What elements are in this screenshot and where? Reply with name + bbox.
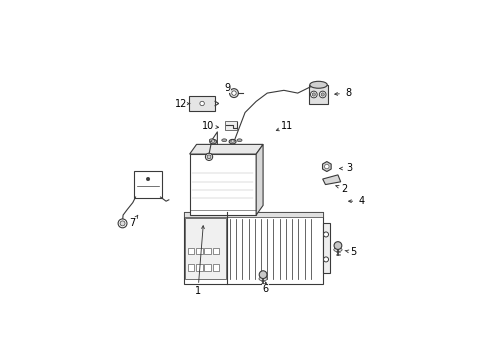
- FancyBboxPatch shape: [188, 96, 215, 111]
- Ellipse shape: [222, 139, 226, 141]
- Text: 11: 11: [280, 121, 292, 131]
- Circle shape: [231, 91, 236, 95]
- Text: 12: 12: [174, 99, 186, 109]
- Circle shape: [120, 221, 125, 226]
- Ellipse shape: [229, 139, 236, 144]
- Ellipse shape: [309, 81, 326, 88]
- FancyBboxPatch shape: [224, 121, 237, 130]
- Text: 3: 3: [345, 163, 351, 174]
- Text: 4: 4: [358, 196, 364, 206]
- Bar: [212, 248, 219, 255]
- Circle shape: [229, 89, 238, 98]
- Circle shape: [319, 91, 325, 98]
- Bar: [183, 212, 322, 217]
- Bar: [204, 264, 210, 271]
- Bar: [134, 171, 162, 198]
- Bar: [183, 212, 322, 284]
- Ellipse shape: [323, 232, 328, 237]
- Bar: [212, 264, 219, 271]
- Circle shape: [200, 101, 204, 106]
- Circle shape: [333, 242, 341, 249]
- Polygon shape: [189, 144, 263, 154]
- Bar: [187, 248, 194, 255]
- Circle shape: [320, 93, 324, 96]
- Circle shape: [310, 91, 317, 98]
- Text: 2: 2: [341, 184, 347, 194]
- Bar: [185, 218, 225, 279]
- Text: 6: 6: [262, 284, 268, 294]
- Ellipse shape: [237, 139, 242, 141]
- Text: 5: 5: [350, 247, 356, 257]
- Bar: [196, 264, 202, 271]
- Circle shape: [324, 164, 328, 169]
- Ellipse shape: [209, 139, 216, 144]
- Circle shape: [259, 271, 266, 279]
- Bar: [308, 85, 327, 104]
- Bar: [322, 223, 329, 273]
- Bar: [196, 248, 202, 255]
- Bar: [189, 154, 256, 215]
- Circle shape: [311, 93, 315, 96]
- Ellipse shape: [259, 277, 267, 281]
- Polygon shape: [256, 144, 263, 215]
- Circle shape: [118, 219, 127, 228]
- Bar: [187, 264, 194, 271]
- Ellipse shape: [333, 248, 342, 252]
- Ellipse shape: [230, 140, 234, 142]
- Text: 1: 1: [195, 286, 201, 296]
- Bar: [204, 248, 210, 255]
- Text: 10: 10: [202, 121, 214, 131]
- Ellipse shape: [323, 257, 328, 262]
- Text: 9: 9: [224, 82, 230, 93]
- Text: 7: 7: [129, 218, 136, 228]
- Ellipse shape: [211, 140, 215, 142]
- Ellipse shape: [209, 139, 214, 141]
- Circle shape: [205, 153, 212, 161]
- Polygon shape: [322, 175, 340, 185]
- Text: 8: 8: [345, 88, 350, 98]
- Circle shape: [146, 177, 149, 181]
- Circle shape: [207, 155, 210, 159]
